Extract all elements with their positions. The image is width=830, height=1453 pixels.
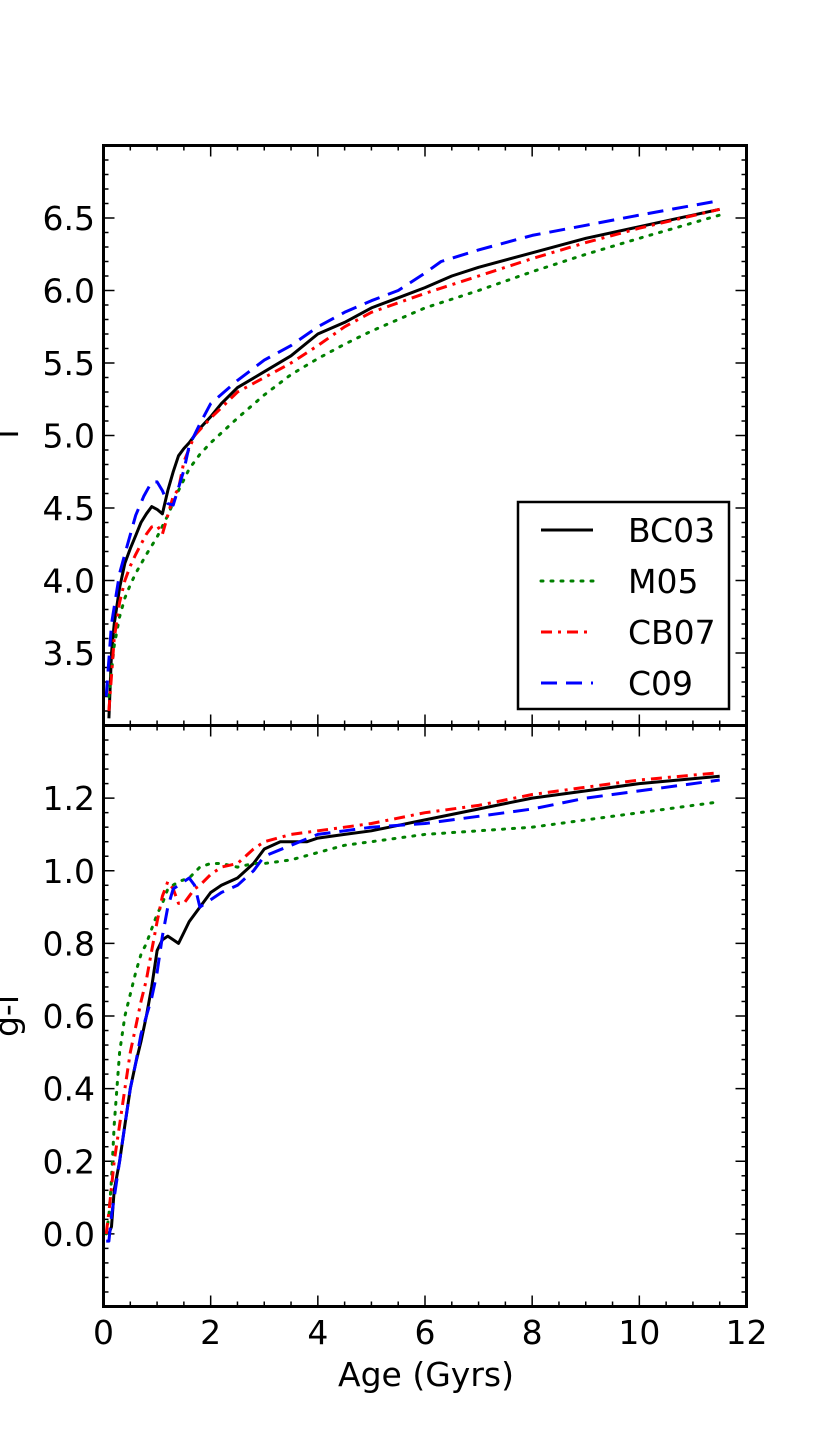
x-tick-label: 12 xyxy=(726,1313,768,1352)
y-tick-label: 5.5 xyxy=(43,344,95,383)
y-tick-label: 1.2 xyxy=(43,779,95,818)
series-line-cb07 xyxy=(104,771,720,1235)
x-tick-label: 0 xyxy=(93,1313,114,1352)
series-line-c09 xyxy=(104,199,720,697)
x-axis-label: Age (Gyrs) xyxy=(338,1355,514,1394)
y-tick-label: 4.0 xyxy=(43,562,95,601)
y-tick-label: 6.5 xyxy=(43,199,95,238)
bottom-panel-x-tick-labels: 0 2 4 6 8 10 12 xyxy=(93,1313,768,1352)
legend-label-bc03: BC03 xyxy=(628,511,715,550)
top-y-axis-label: i xyxy=(0,429,26,438)
series-line-m05 xyxy=(107,213,722,698)
series-line-cb07 xyxy=(107,207,721,712)
bottom-y-axis-label: g-i xyxy=(0,995,26,1037)
bottom-panel-y-tick-labels: 0.0 0.2 0.4 0.6 0.8 1.0 1.2 xyxy=(43,779,95,1254)
top-panel-series xyxy=(104,199,722,719)
y-tick-label: 0.8 xyxy=(43,924,95,963)
legend-box xyxy=(516,500,731,711)
x-tick-label: 2 xyxy=(200,1313,221,1352)
legend-label-m05: M05 xyxy=(628,562,698,601)
top-panel-y-tick-labels: 3.5 4.0 4.5 5.0 5.5 6.0 6.5 xyxy=(43,199,95,673)
x-tick-label: 6 xyxy=(415,1313,436,1352)
x-tick-label: 10 xyxy=(618,1313,660,1352)
series-line-m05 xyxy=(104,800,722,1236)
y-tick-label: 6.0 xyxy=(43,272,95,311)
legend-label-c09: C09 xyxy=(628,664,693,703)
y-tick-label: 4.5 xyxy=(43,489,95,528)
y-tick-label: 0.2 xyxy=(43,1142,95,1181)
legend: BC03 M05 CB07 C09 xyxy=(516,500,731,711)
x-tick-label: 8 xyxy=(522,1313,543,1352)
bottom-panel-frame xyxy=(102,724,748,1308)
series-line-c09 xyxy=(106,778,720,1243)
y-tick-label: 0.0 xyxy=(43,1215,95,1254)
y-tick-label: 5.0 xyxy=(43,417,95,456)
legend-label-cb07: CB07 xyxy=(628,613,716,652)
bottom-panel-series xyxy=(104,771,722,1243)
y-tick-label: 0.6 xyxy=(43,997,95,1036)
y-tick-label: 0.4 xyxy=(43,1070,95,1109)
x-tick-label: 4 xyxy=(307,1313,328,1352)
y-tick-label: 1.0 xyxy=(43,852,95,891)
y-tick-label: 3.5 xyxy=(43,634,95,673)
